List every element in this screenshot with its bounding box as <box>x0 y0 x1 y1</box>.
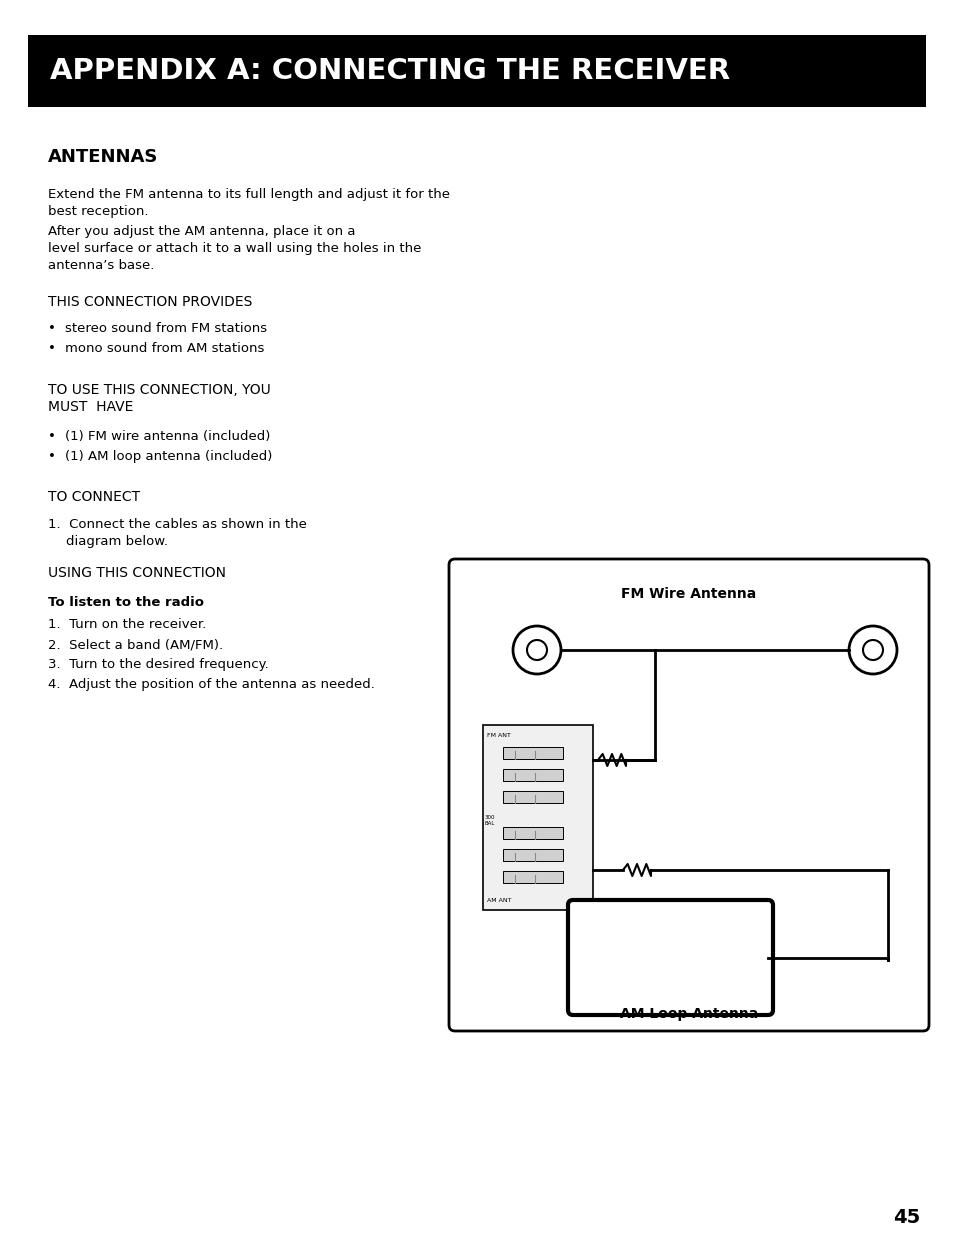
Text: APPENDIX A: CONNECTING THE RECEIVER: APPENDIX A: CONNECTING THE RECEIVER <box>50 57 729 85</box>
Text: MUST  HAVE: MUST HAVE <box>48 400 133 414</box>
Text: To listen to the radio: To listen to the radio <box>48 597 204 609</box>
FancyBboxPatch shape <box>567 900 772 1015</box>
Text: level surface or attach it to a wall using the holes in the: level surface or attach it to a wall usi… <box>48 242 421 254</box>
Text: •: • <box>48 430 56 443</box>
Text: mono sound from AM stations: mono sound from AM stations <box>65 342 264 354</box>
Text: TO USE THIS CONNECTION, YOU: TO USE THIS CONNECTION, YOU <box>48 383 271 396</box>
Text: FM ANT: FM ANT <box>486 734 511 739</box>
Text: AM ANT: AM ANT <box>486 898 511 903</box>
Text: USING THIS CONNECTION: USING THIS CONNECTION <box>48 566 226 580</box>
Text: (1) FM wire antenna (included): (1) FM wire antenna (included) <box>65 430 270 443</box>
Text: AM Loop Antenna: AM Loop Antenna <box>619 1007 758 1021</box>
Text: 4.  Adjust the position of the antenna as needed.: 4. Adjust the position of the antenna as… <box>48 678 375 692</box>
Text: best reception.: best reception. <box>48 205 149 219</box>
Text: TO CONNECT: TO CONNECT <box>48 490 140 504</box>
Text: After you adjust the AM antenna, place it on a: After you adjust the AM antenna, place i… <box>48 225 355 238</box>
Bar <box>502 769 562 781</box>
Text: 300
BAL: 300 BAL <box>484 815 495 826</box>
Text: 1.  Turn on the receiver.: 1. Turn on the receiver. <box>48 618 206 631</box>
Text: diagram below.: diagram below. <box>66 535 168 548</box>
Text: FM Wire Antenna: FM Wire Antenna <box>620 587 756 601</box>
Bar <box>28 35 925 107</box>
Text: stereo sound from FM stations: stereo sound from FM stations <box>65 322 267 335</box>
Bar <box>482 725 593 910</box>
Bar <box>502 747 562 760</box>
Bar <box>502 790 562 803</box>
Text: Extend the FM antenna to its full length and adjust it for the: Extend the FM antenna to its full length… <box>48 188 450 201</box>
Text: 3.  Turn to the desired frequency.: 3. Turn to the desired frequency. <box>48 658 269 671</box>
Text: 45: 45 <box>892 1208 919 1228</box>
Text: •: • <box>48 450 56 463</box>
Text: THIS CONNECTION PROVIDES: THIS CONNECTION PROVIDES <box>48 295 253 309</box>
Text: antenna’s base.: antenna’s base. <box>48 259 154 272</box>
Bar <box>502 871 562 883</box>
Bar <box>502 827 562 839</box>
Text: •: • <box>48 322 56 335</box>
Text: 1.  Connect the cables as shown in the: 1. Connect the cables as shown in the <box>48 517 307 531</box>
FancyBboxPatch shape <box>449 559 928 1031</box>
Text: •: • <box>48 342 56 354</box>
Text: (1) AM loop antenna (included): (1) AM loop antenna (included) <box>65 450 273 463</box>
Text: ANTENNAS: ANTENNAS <box>48 148 158 165</box>
Text: 2.  Select a band (AM/FM).: 2. Select a band (AM/FM). <box>48 638 223 651</box>
Bar <box>502 848 562 861</box>
